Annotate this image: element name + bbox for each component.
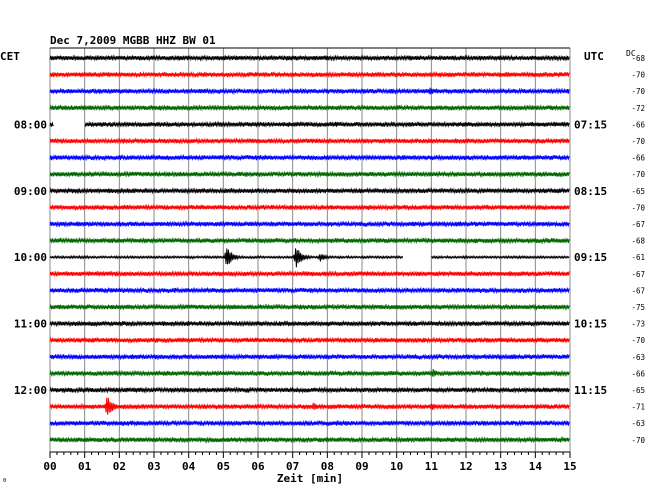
x-tick-label: 01	[78, 460, 92, 473]
right-timezone-label: UTC	[584, 50, 604, 63]
left-time-label: 11:00	[14, 318, 47, 331]
dc-offset-label: -70	[631, 137, 645, 146]
seismic-trace	[49, 153, 570, 162]
seismic-trace	[49, 286, 570, 295]
seismic-trace	[49, 303, 570, 311]
x-tick-label: 14	[529, 460, 543, 473]
seismic-trace	[49, 70, 570, 79]
chart-title: Dec 7,2009 MGBB HHZ BW 01	[50, 34, 216, 47]
left-timezone-label: CET	[0, 50, 20, 63]
right-time-label: 08:15	[574, 185, 607, 198]
dc-offset-label: -70	[631, 436, 645, 445]
seismic-trace	[49, 397, 570, 415]
left-time-label: 08:00	[14, 118, 47, 131]
dc-offset-label: -73	[631, 320, 645, 329]
x-tick-label: 13	[494, 460, 507, 473]
x-tick-label: 15	[563, 460, 576, 473]
dc-offset-label: -66	[631, 154, 645, 163]
x-tick-label: 10	[390, 460, 403, 473]
seismic-trace	[49, 170, 570, 179]
x-tick-label: 04	[182, 460, 196, 473]
right-time-label: 10:15	[574, 318, 607, 331]
seismic-trace	[49, 120, 570, 129]
seismic-trace	[49, 87, 570, 95]
dc-offset-label: -70	[631, 203, 645, 212]
seismic-trace	[49, 137, 570, 145]
x-tick-label: 00	[43, 460, 56, 473]
left-time-label: 10:00	[14, 251, 47, 264]
dc-offset-label: -70	[631, 71, 645, 80]
dc-offset-label: -70	[631, 336, 645, 345]
left-time-label: 12:00	[14, 384, 47, 397]
dc-offset-label: -70	[631, 87, 645, 96]
x-tick-label: 03	[147, 460, 160, 473]
dc-offset-label: -71	[631, 403, 645, 412]
x-tick-label: 08	[321, 460, 334, 473]
dc-offset-label: -66	[631, 120, 645, 129]
x-tick-label: 05	[217, 460, 230, 473]
seismic-trace	[49, 419, 570, 427]
x-tick-label: 09	[355, 460, 368, 473]
dc-offset-label: -68	[631, 54, 645, 63]
right-time-label: 07:15	[574, 118, 607, 131]
seismic-trace	[49, 220, 570, 228]
seismic-trace	[49, 54, 570, 62]
seismic-trace	[49, 270, 570, 278]
left-time-label: 09:00	[14, 185, 47, 198]
dc-offset-label: -67	[631, 270, 645, 279]
x-tick-label: 02	[113, 460, 126, 473]
dc-offset-label: -61	[631, 253, 645, 262]
dc-header-label: DC	[626, 49, 636, 58]
seismic-trace	[49, 236, 570, 245]
seismic-trace	[49, 203, 570, 212]
seismic-trace	[49, 386, 570, 394]
seismic-trace	[49, 319, 570, 328]
dc-offset-label: -65	[631, 187, 645, 196]
x-tick-label: 06	[251, 460, 265, 473]
dc-offset-label: -63	[631, 419, 645, 428]
dc-offset-label: -65	[631, 386, 645, 395]
dc-offset-label: -70	[631, 170, 645, 179]
seismic-trace	[49, 435, 570, 444]
seismic-trace	[49, 369, 570, 378]
dc-offset-label: -66	[631, 369, 645, 378]
x-tick-label: 12	[459, 460, 472, 473]
seismic-trace	[49, 248, 570, 268]
dc-offset-label: -67	[631, 220, 645, 229]
dc-offset-label: -68	[631, 237, 645, 246]
seismic-trace	[49, 103, 570, 112]
x-tick-label: 07	[286, 460, 299, 473]
dc-offset-label: -72	[631, 104, 645, 113]
dc-offset-label: -67	[631, 286, 645, 295]
footer-mark: ⁰	[2, 478, 8, 488]
right-time-label: 11:15	[574, 384, 607, 397]
right-time-label: 09:15	[574, 251, 607, 264]
seismic-trace	[49, 186, 570, 195]
x-tick-label: 11	[425, 460, 439, 473]
seismic-trace	[49, 336, 570, 344]
dc-offset-label: -75	[631, 303, 645, 312]
x-axis-label: Zeit [min]	[277, 472, 343, 485]
dc-offset-label: -63	[631, 353, 645, 362]
seismic-trace	[49, 353, 570, 361]
